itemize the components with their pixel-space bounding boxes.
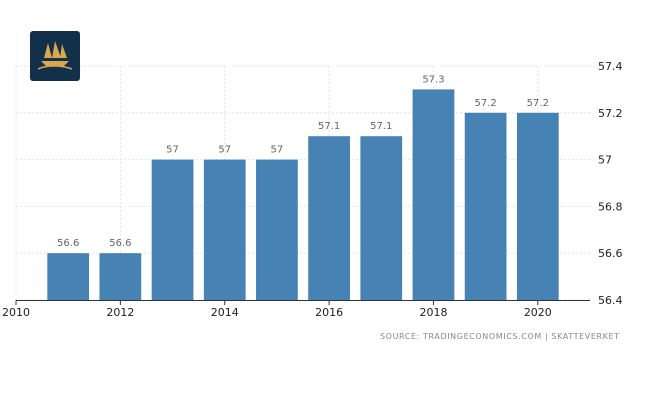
bar (203, 159, 246, 300)
bar (464, 112, 507, 300)
source-text: SOURCE: TRADINGECONOMICS.COM | SKATTEVER… (380, 332, 620, 341)
y-tick-label: 56.4 (598, 294, 623, 307)
logo (30, 31, 80, 81)
y-tick-label: 57.4 (598, 60, 623, 73)
bar (360, 136, 403, 300)
bar-value-label: 57 (271, 145, 284, 156)
bar-value-label: 57.2 (475, 98, 497, 109)
bar (151, 159, 194, 300)
bar (47, 253, 90, 300)
sailboat-logo-icon (37, 41, 73, 70)
x-tick-label: 2012 (106, 306, 134, 319)
bar (516, 112, 559, 300)
y-tick-label: 56.8 (598, 200, 623, 213)
x-tick-label: 2010 (2, 306, 30, 319)
bar (412, 89, 455, 301)
bar-value-label: 56.6 (57, 238, 79, 249)
bar (308, 136, 350, 300)
bar-value-label: 56.6 (109, 238, 131, 249)
x-tick-label: 2018 (419, 306, 447, 319)
bar (256, 159, 298, 300)
x-tick-label: 2014 (211, 306, 239, 319)
y-tick-label: 56.6 (598, 247, 623, 260)
bar-value-label: 57.1 (318, 121, 340, 132)
bar (99, 253, 142, 300)
bar-value-label: 57 (218, 145, 231, 156)
bar-value-label: 57.2 (527, 98, 549, 109)
bar-value-label: 57 (166, 145, 179, 156)
x-tick-label: 2016 (315, 306, 343, 319)
y-tick-label: 57 (598, 154, 612, 167)
bar-value-label: 57.1 (370, 121, 392, 132)
y-tick-label: 57.2 (598, 107, 623, 120)
x-tick-label: 2020 (524, 306, 552, 319)
bar-value-label: 57.3 (422, 74, 444, 85)
